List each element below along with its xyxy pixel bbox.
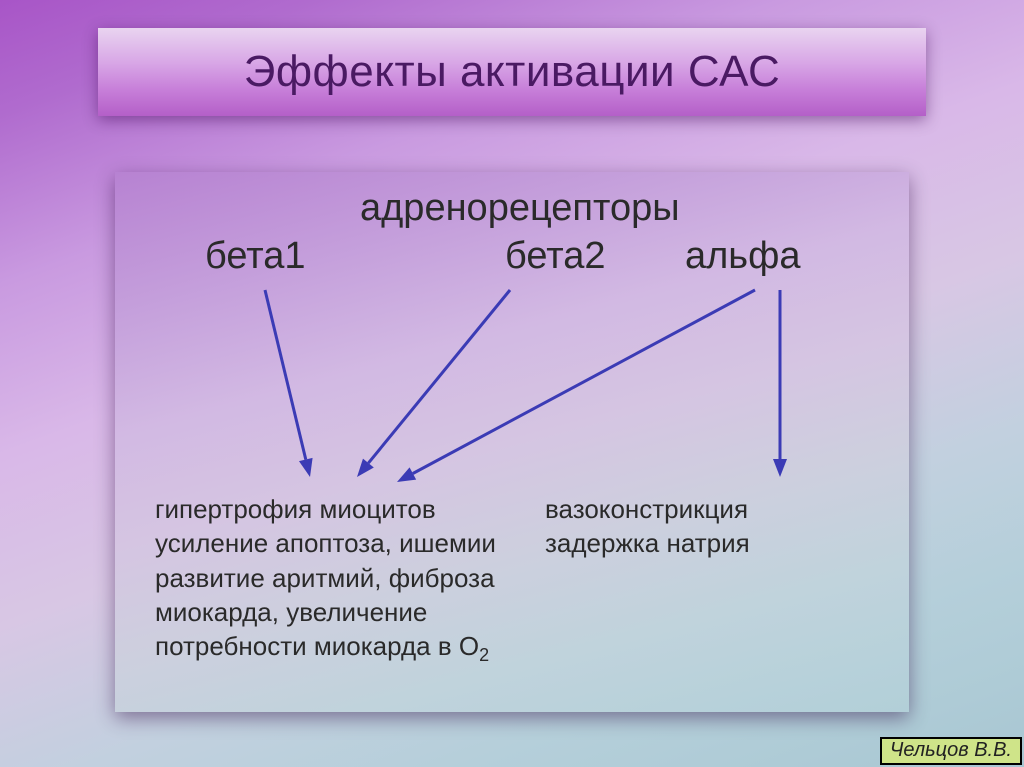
content-panel: адренорецепторы бета1 бета2 альфа гиперт… — [115, 172, 909, 712]
alpha-to-left-head — [397, 467, 416, 482]
effect-right-line1: вазоконстрикция — [545, 492, 865, 526]
effect-left-line3: развитие аритмий, фиброза — [155, 561, 535, 595]
effect-left-line5-subscript: 2 — [479, 645, 489, 665]
alpha-to-right-head — [773, 459, 787, 477]
author-badge: Чельцов В.В. — [880, 737, 1022, 765]
heading-beta1: бета1 — [205, 235, 305, 278]
title-text: Эффекты активации САС — [244, 47, 781, 97]
beta1-to-left-shaft — [265, 290, 306, 459]
beta2-to-left-head — [357, 459, 374, 477]
effects-right-block: вазоконстрикция задержка натрия — [545, 492, 865, 561]
heading-alpha: альфа — [685, 235, 801, 278]
beta1-to-left-head — [299, 458, 313, 477]
effect-left-line1: гипертрофия миоцитов — [155, 492, 535, 526]
heading-adrenoreceptors: адренорецепторы — [360, 187, 680, 230]
effect-left-line4: миокарда, увеличение — [155, 595, 535, 629]
effect-left-line2: усиление апоптоза, ишемии — [155, 526, 535, 560]
heading-beta2: бета2 — [505, 235, 605, 278]
alpha-to-left-shaft — [413, 290, 755, 473]
effect-right-line2: задержка натрия — [545, 526, 865, 560]
effect-left-line5-text: потребности миокарда в О — [155, 631, 479, 661]
beta2-to-left-shaft — [368, 290, 510, 463]
effect-left-line5: потребности миокарда в О2 — [155, 629, 535, 668]
effects-left-block: гипертрофия миоцитов усиление апоптоза, … — [155, 492, 535, 668]
title-banner: Эффекты активации САС — [98, 28, 926, 116]
